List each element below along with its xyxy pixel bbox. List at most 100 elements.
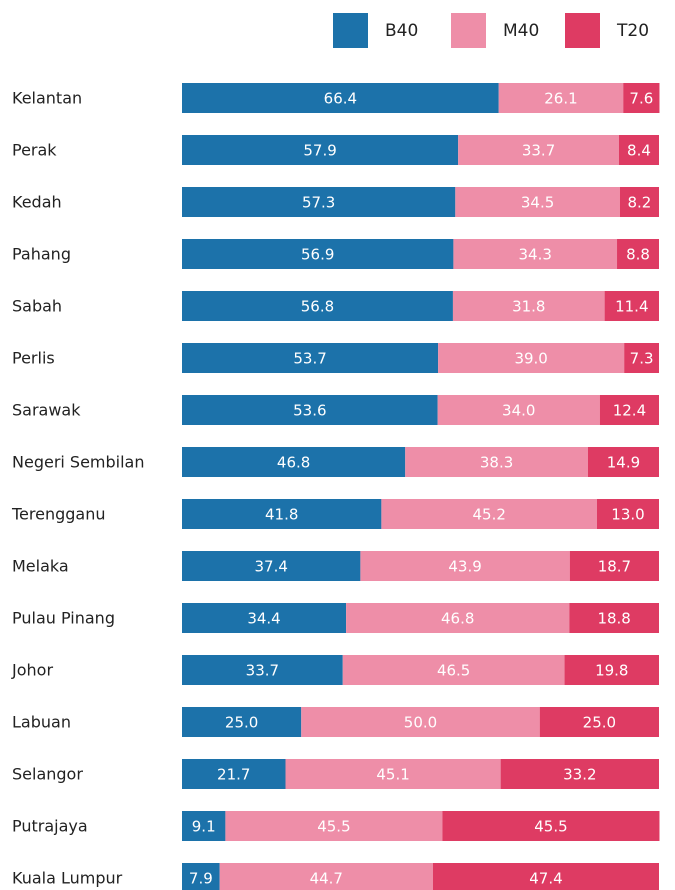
category-label: Sabah <box>12 297 62 316</box>
bar-segment <box>453 239 618 269</box>
value-label: 34.5 <box>521 194 554 212</box>
bar-segment <box>604 291 659 321</box>
value-label: 31.8 <box>512 298 545 316</box>
bar-segment <box>182 551 361 581</box>
value-label: 45.5 <box>317 818 350 836</box>
bar-segment <box>587 447 659 477</box>
bar-segment <box>437 395 600 425</box>
bar-segment <box>182 239 454 269</box>
bar-segment <box>619 187 659 217</box>
category-label: Perlis <box>12 349 55 368</box>
bar-segment <box>432 863 659 890</box>
value-label: 45.2 <box>472 506 505 524</box>
bar-segment <box>623 83 660 113</box>
bar-segment <box>452 291 605 321</box>
value-label: 33.7 <box>246 662 279 680</box>
bar-segment <box>182 83 499 113</box>
legend-label: M40 <box>503 21 539 41</box>
bar-segment <box>596 499 659 529</box>
category-label: Putrajaya <box>12 817 88 836</box>
value-label: 50.0 <box>404 714 437 732</box>
value-label: 44.7 <box>310 870 343 888</box>
bar-segment <box>624 343 659 373</box>
bar-segment <box>285 759 501 789</box>
bar-segment <box>182 863 220 890</box>
value-label: 33.2 <box>563 766 596 784</box>
category-label: Terengganu <box>11 505 106 524</box>
value-label: 8.4 <box>627 142 651 160</box>
value-label: 46.8 <box>441 610 474 628</box>
value-label: 47.4 <box>529 870 562 888</box>
value-label: 34.4 <box>247 610 280 628</box>
value-label: 37.4 <box>254 558 287 576</box>
category-label: Sarawak <box>12 401 81 420</box>
value-label: 8.2 <box>628 194 652 212</box>
category-label: Negeri Sembilan <box>12 453 145 472</box>
value-label: 11.4 <box>615 298 648 316</box>
bar-segment <box>182 187 456 217</box>
bar-segment <box>599 395 659 425</box>
value-label: 8.8 <box>626 246 650 264</box>
legend-swatch <box>333 13 368 48</box>
bar-segment <box>182 291 453 321</box>
bar-segment <box>182 343 439 373</box>
value-label: 34.3 <box>519 246 552 264</box>
value-label: 38.3 <box>480 454 513 472</box>
legend-label: B40 <box>385 21 418 41</box>
bar-segment <box>182 447 406 477</box>
value-label: 19.8 <box>595 662 628 680</box>
bar-segment <box>569 551 659 581</box>
bar-segment <box>301 707 540 737</box>
bar-segment <box>182 603 347 633</box>
bar-segment <box>539 707 659 737</box>
category-label: Selangor <box>12 765 83 784</box>
value-label: 18.8 <box>597 610 630 628</box>
value-label: 18.7 <box>598 558 631 576</box>
value-label: 53.6 <box>293 402 326 420</box>
legend-label: T20 <box>616 21 649 41</box>
value-label: 12.4 <box>613 402 646 420</box>
value-label: 13.0 <box>611 506 644 524</box>
bar-segment <box>405 447 588 477</box>
bar-segment <box>569 603 659 633</box>
category-label: Johor <box>11 661 53 680</box>
value-label: 46.5 <box>437 662 470 680</box>
value-label: 34.0 <box>502 402 535 420</box>
bar-segment <box>346 603 570 633</box>
value-label: 45.1 <box>376 766 409 784</box>
bar-segment <box>381 499 597 529</box>
value-label: 53.7 <box>293 350 326 368</box>
value-label: 39.0 <box>514 350 547 368</box>
bar-segment <box>617 239 659 269</box>
bar-segment <box>442 811 660 841</box>
value-label: 9.1 <box>192 818 216 836</box>
bar-segment <box>564 655 659 685</box>
value-label: 7.9 <box>189 870 213 888</box>
category-label: Labuan <box>12 713 71 732</box>
category-label: Kelantan <box>12 89 82 108</box>
value-label: 46.8 <box>277 454 310 472</box>
value-label: 25.0 <box>225 714 258 732</box>
bar-segment <box>182 655 343 685</box>
bar-segment <box>219 863 433 890</box>
bar-segment <box>455 187 620 217</box>
value-label: 21.7 <box>217 766 250 784</box>
category-label: Melaka <box>12 557 69 576</box>
value-label: 14.9 <box>607 454 640 472</box>
value-label: 45.5 <box>534 818 567 836</box>
bar-segment <box>498 83 624 113</box>
value-label: 43.9 <box>448 558 481 576</box>
value-label: 66.4 <box>324 90 357 108</box>
category-label: Perak <box>12 141 57 160</box>
value-label: 7.6 <box>629 90 653 108</box>
value-label: 26.1 <box>544 90 577 108</box>
bar-segment <box>182 499 382 529</box>
category-label: Pulau Pinang <box>12 609 115 628</box>
value-label: 33.7 <box>522 142 555 160</box>
category-label: Kuala Lumpur <box>12 869 123 888</box>
category-label: Pahang <box>12 245 71 264</box>
legend-swatch <box>565 13 600 48</box>
bar-segment <box>360 551 570 581</box>
bar-segment <box>342 655 565 685</box>
